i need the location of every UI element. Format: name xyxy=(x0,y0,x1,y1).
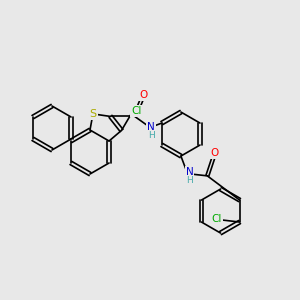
Text: Cl: Cl xyxy=(212,214,222,224)
Text: O: O xyxy=(139,90,148,100)
Text: Cl: Cl xyxy=(131,106,142,116)
Text: S: S xyxy=(89,109,97,119)
Text: N: N xyxy=(147,122,155,132)
Text: O: O xyxy=(211,148,219,158)
Text: H: H xyxy=(148,131,154,140)
Text: N: N xyxy=(186,167,194,177)
Text: H: H xyxy=(186,176,193,185)
